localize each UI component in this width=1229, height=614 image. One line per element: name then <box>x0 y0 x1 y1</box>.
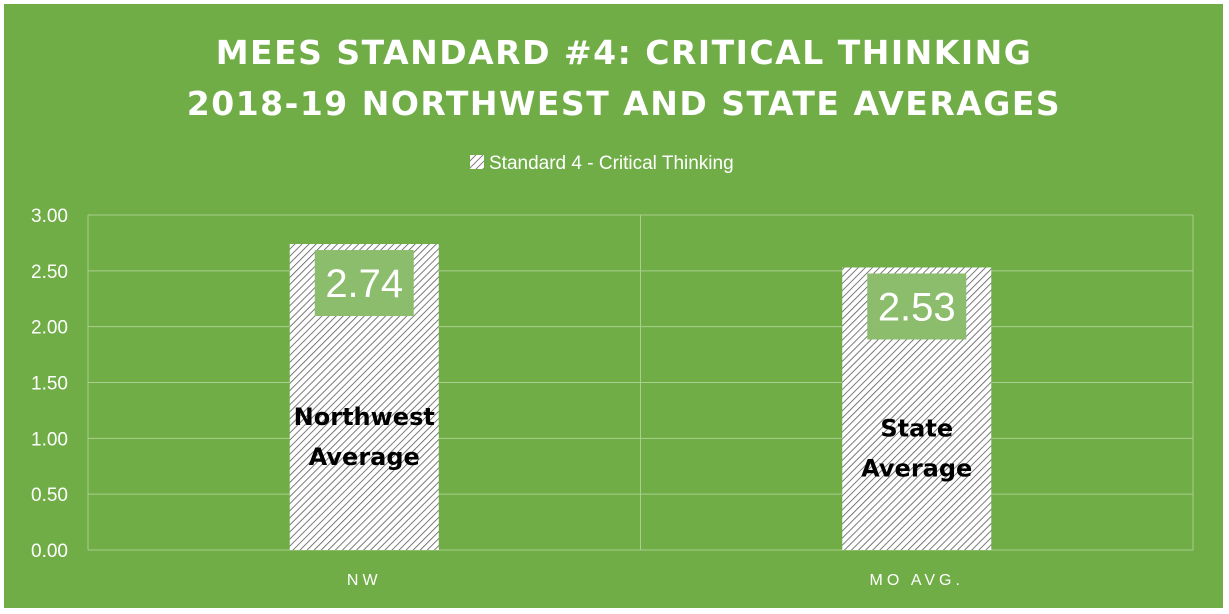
x-tick-label-1: MO AVG. <box>870 572 964 589</box>
x-tick-label-0: NW <box>347 572 382 589</box>
legend: Standard 4 - Critical Thinking <box>470 153 734 174</box>
y-tick-label-4: 2.00 <box>31 318 68 339</box>
bar-annotation-1-1: Average <box>861 455 972 483</box>
y-tick-label-3: 1.50 <box>31 374 68 395</box>
chart-svg: MEES STANDARD #4: CRITICAL THINKING 2018… <box>31 33 1194 589</box>
y-tick-label-2: 1.00 <box>31 429 68 450</box>
chart-area: MEES STANDARD #4: CRITICAL THINKING 2018… <box>4 4 1223 608</box>
x-axis: NW MO AVG. <box>347 572 964 589</box>
gridlines <box>87 214 1194 551</box>
data-label-1: 2.53 <box>878 285 956 329</box>
data-label-box-0 <box>314 250 414 317</box>
y-tick-label-6: 3.00 <box>31 206 68 227</box>
y-tick-label-1: 0.50 <box>31 485 68 506</box>
y-axis: 0.00 0.50 1.00 1.50 2.00 2.50 3.00 <box>31 206 68 562</box>
bar-annotation-0-0: Northwest <box>294 403 435 431</box>
legend-label: Standard 4 - Critical Thinking <box>489 153 734 174</box>
chart-title: MEES STANDARD #4: CRITICAL THINKING <box>216 33 1033 72</box>
bars: 2.74 Northwest Average 2.53 State Average <box>289 244 992 551</box>
y-tick-label-5: 2.50 <box>31 262 68 283</box>
chart-subtitle: 2018-19 NORTHWEST AND STATE AVERAGES <box>187 84 1061 123</box>
bar-annotation-1-0: State <box>880 415 953 443</box>
bar-annotation-0-1: Average <box>309 443 420 471</box>
y-tick-label-0: 0.00 <box>31 541 68 562</box>
data-label-0: 2.74 <box>325 262 403 306</box>
legend-swatch <box>470 155 484 169</box>
data-label-box-1 <box>867 273 967 340</box>
